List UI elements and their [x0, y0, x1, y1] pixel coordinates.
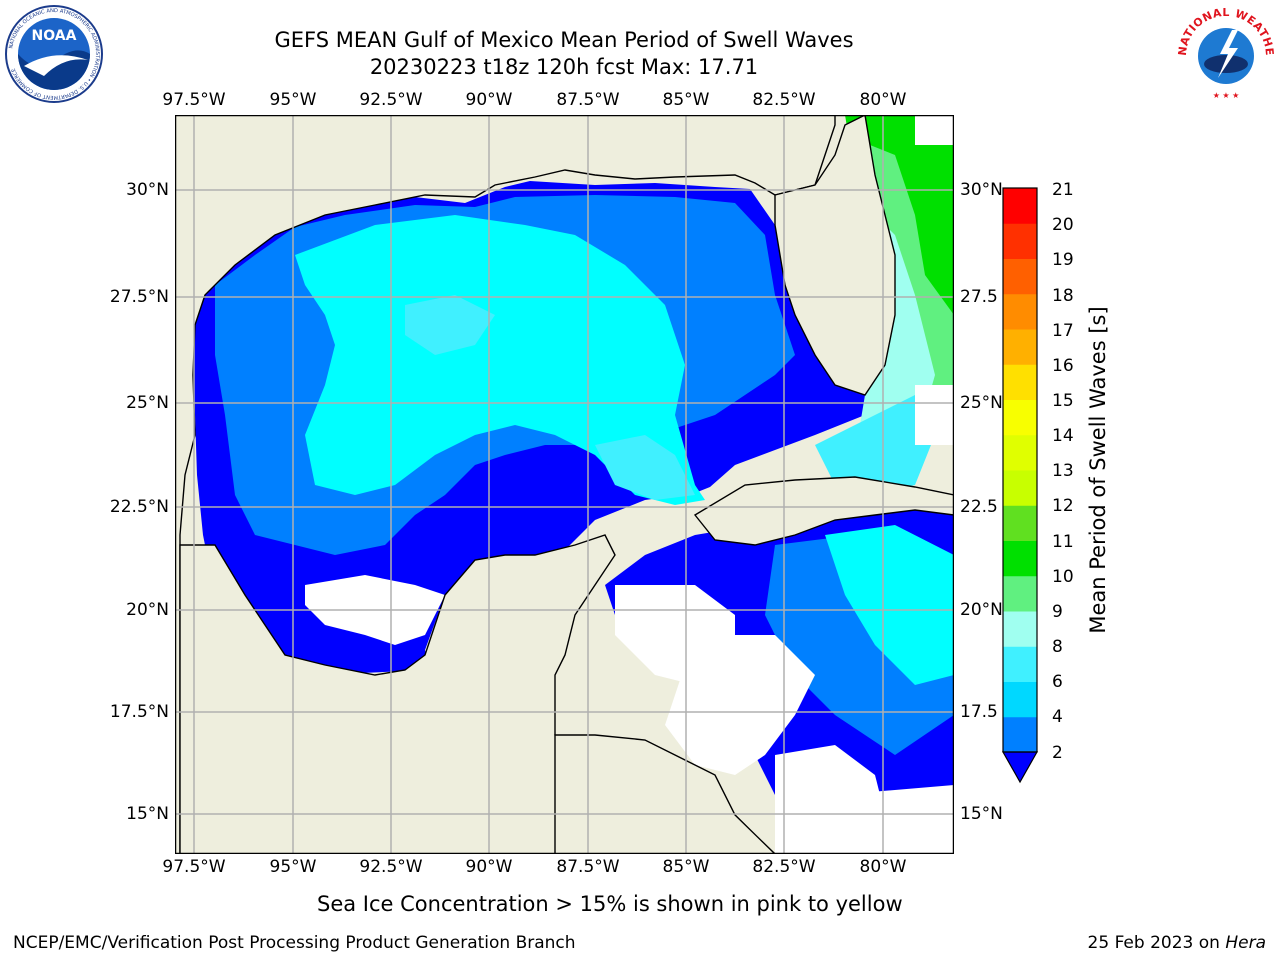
swell-band-6-8 [405, 295, 495, 355]
colorbar-tick: 16 [1052, 356, 1074, 376]
colorbar-tick: 21 [1052, 180, 1074, 200]
sea-ice-caption: Sea Ice Concentration > 15% is shown in … [317, 892, 903, 916]
lat-label-left: 20°N [126, 600, 169, 620]
colorbar-bin [1003, 470, 1037, 506]
colorbar-bin [1003, 364, 1037, 400]
footer-host: Hera [1225, 933, 1266, 953]
map-panel [175, 115, 954, 854]
colorbar [1001, 187, 1039, 784]
lon-label-bottom: 87.5°W [556, 857, 620, 877]
caribbean-band-4-6 [825, 525, 954, 685]
colorbar-bin [1003, 575, 1037, 612]
colorbar-tick: 19 [1052, 250, 1074, 270]
lon-label-top: 95°W [269, 90, 317, 110]
lat-label-right: 27.5 [960, 287, 998, 307]
footer-date: 25 Feb 2023 on Hera [1088, 933, 1266, 953]
graticule [175, 115, 954, 854]
colorbar-tick: 20 [1052, 215, 1074, 235]
colorbar-tick: 4 [1052, 707, 1063, 727]
lon-label-bottom: 82.5°W [752, 857, 816, 877]
colorbar-bins [1003, 188, 1037, 753]
florida-straits-water [815, 395, 935, 495]
lon-label-bottom: 95°W [269, 857, 317, 877]
colorbar-tick: 9 [1052, 602, 1063, 622]
colorbar-bin [1003, 258, 1037, 295]
colorbar-bin [1003, 646, 1037, 682]
lat-label-right: 30°N [960, 180, 1003, 200]
colorbar-tick: 8 [1052, 637, 1063, 657]
lon-label-top: 90°W [465, 90, 513, 110]
colorbar-bin [1003, 399, 1037, 436]
lon-label-bottom: 90°W [465, 857, 513, 877]
footer-date-text: 25 Feb 2023 on [1087, 933, 1226, 953]
lon-label-top: 85°W [662, 90, 710, 110]
footer-credit: NCEP/EMC/Verification Post Processing Pr… [13, 933, 576, 953]
colorbar-label: Mean Period of Swell Waves [s] [1086, 306, 1110, 634]
colorbar-bin [1003, 434, 1037, 471]
colorbar-bin [1003, 505, 1037, 541]
lat-label-left: 17.5°N [109, 702, 169, 722]
colorbar-bin [1003, 716, 1037, 753]
lat-label-right: 20°N [960, 600, 1003, 620]
colorbar-bin [1003, 611, 1037, 647]
colorbar-tick: 14 [1052, 426, 1074, 446]
lon-label-top: 80°W [859, 90, 907, 110]
map-subtitle: 20230223 t18z 120h fcst Max: 17.71 [369, 55, 759, 79]
lon-label-top: 97.5°W [162, 90, 226, 110]
lon-label-top: 82.5°W [752, 90, 816, 110]
lat-label-left: 22.5°N [109, 497, 169, 517]
colorbar-tick: 18 [1052, 286, 1074, 306]
map-frame [175, 115, 954, 854]
lat-label-right: 25°N [960, 393, 1003, 413]
lat-label-left: 15°N [126, 804, 169, 824]
colorbar-bin [1003, 681, 1037, 718]
colorbar-under-arrow [1001, 751, 1039, 784]
colorbar-tick: 6 [1052, 672, 1063, 692]
colorbar-bin [1003, 293, 1037, 330]
colorbar-tick: 11 [1052, 532, 1074, 552]
lat-label-left: 30°N [126, 180, 169, 200]
colorbar-tick: 15 [1052, 391, 1074, 411]
colorbar-tick: 17 [1052, 321, 1074, 341]
lat-label-right: 15°N [960, 804, 1003, 824]
lon-label-top: 87.5°W [556, 90, 620, 110]
lon-label-top: 92.5°W [359, 90, 423, 110]
lon-label-bottom: 97.5°W [162, 857, 226, 877]
lat-label-right: 22.5 [960, 497, 998, 517]
nws-logo: NATIONAL WEATHER SERVICE ★ ★ ★ [1176, 4, 1276, 101]
lat-label-left: 25°N [126, 393, 169, 413]
lat-label-right: 17.5 [960, 702, 998, 722]
lon-label-bottom: 85°W [662, 857, 710, 877]
noaa-logo: NOAA NATIONAL OCEANIC AND ATMOSPHERIC AD… [5, 5, 103, 103]
svg-text:★ ★ ★: ★ ★ ★ [1213, 91, 1240, 100]
noaa-logo-name: NOAA [32, 28, 77, 44]
colorbar-bin [1003, 188, 1037, 224]
colorbar-tick: 2 [1052, 743, 1063, 763]
colorbar-bin [1003, 540, 1037, 577]
swell-band-6-8-south [595, 435, 695, 500]
lon-label-bottom: 92.5°W [359, 857, 423, 877]
swell-band-4-6 [295, 215, 705, 505]
colorbar-bin [1003, 223, 1037, 259]
colorbar-frame [1002, 187, 1038, 753]
colorbar-tick: 12 [1052, 496, 1074, 516]
colorbar-tick: 10 [1052, 567, 1074, 587]
lat-label-left: 27.5°N [109, 287, 169, 307]
colorbar-bin [1003, 329, 1037, 365]
lon-label-bottom: 80°W [859, 857, 907, 877]
coastlines [175, 115, 954, 854]
colorbar-tick: 13 [1052, 461, 1074, 481]
map-title: GEFS MEAN Gulf of Mexico Mean Period of … [274, 28, 854, 52]
